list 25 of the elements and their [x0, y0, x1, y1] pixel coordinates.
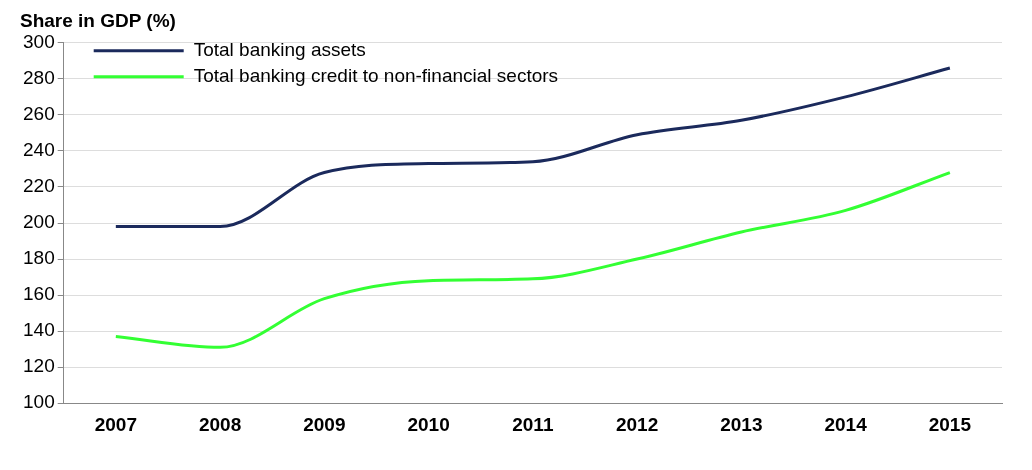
y-tick-label: 140 [23, 319, 55, 341]
y-tick-label: 200 [23, 211, 55, 233]
y-tick-label: 180 [23, 247, 55, 269]
x-tick-label: 2011 [512, 413, 554, 435]
line-series [114, 66, 952, 229]
legend-label: Total banking credit to non-financial sectors [193, 65, 559, 87]
x-tick-label: 2015 [928, 413, 972, 435]
y-tick-label: 160 [23, 283, 55, 305]
x-tick-label: 2007 [94, 413, 137, 435]
y-tick-label: 220 [23, 175, 55, 197]
y-tick-label: 300 [23, 31, 55, 53]
x-tick-label: 2014 [824, 413, 868, 435]
y-axis-title: Share in GDP (%) [20, 9, 176, 31]
y-tick-label: 260 [23, 103, 55, 125]
line-series [114, 171, 952, 349]
x-tick-label: 2009 [303, 413, 346, 435]
x-tick-label: 2012 [615, 413, 659, 435]
y-tick-label: 280 [23, 67, 55, 89]
legend-label: Total banking assets [193, 39, 366, 61]
y-tick-label: 120 [23, 355, 55, 377]
x-tick-label: 2010 [407, 413, 450, 435]
y-tick-label: 240 [23, 139, 55, 161]
y-tick-label: 100 [23, 391, 55, 413]
x-tick-label: 2013 [720, 413, 763, 435]
x-tick-label: 2008 [198, 413, 242, 435]
